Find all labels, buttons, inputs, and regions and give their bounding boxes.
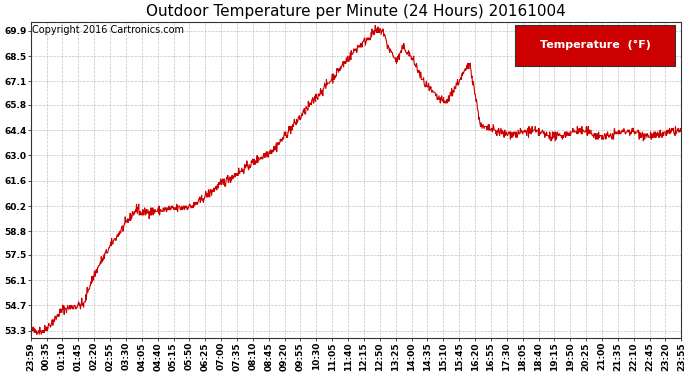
Text: Copyright 2016 Cartronics.com: Copyright 2016 Cartronics.com (32, 25, 184, 35)
Title: Outdoor Temperature per Minute (24 Hours) 20161004: Outdoor Temperature per Minute (24 Hours… (146, 4, 566, 19)
Text: Temperature  (°F): Temperature (°F) (540, 40, 651, 51)
FancyBboxPatch shape (515, 25, 675, 66)
